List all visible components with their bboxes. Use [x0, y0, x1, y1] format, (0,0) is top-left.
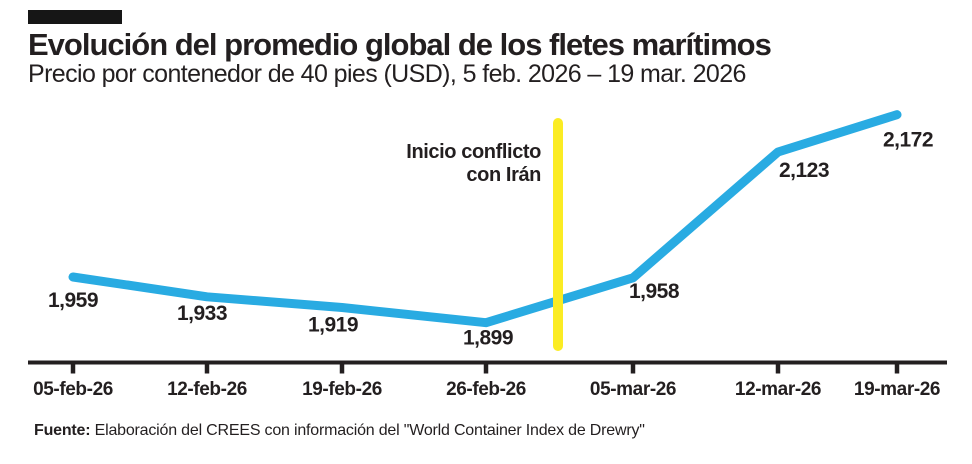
event-annotation-text: Inicio conflicto [406, 141, 541, 163]
data-point-label: 1,958 [629, 280, 680, 303]
data-point-label: 1,933 [177, 302, 227, 325]
x-axis-label: 19-feb-26 [302, 379, 382, 400]
kicker-bar [28, 10, 122, 24]
page-title: Evolución del promedio global de los fle… [28, 27, 772, 62]
x-axis-label: 12-mar-26 [735, 379, 821, 400]
source-line: Fuente: Elaboración del CREES con inform… [34, 422, 645, 440]
source-label: Fuente: [34, 422, 91, 439]
x-axis-label: 05-mar-26 [590, 379, 676, 400]
freight-price-line [68, 110, 902, 328]
page-subtitle: Precio por contenedor de 40 pies (USD), … [28, 60, 746, 88]
source-text: Elaboración del CREES con información de… [90, 422, 645, 439]
x-axis-label: 19-mar-26 [854, 379, 940, 400]
line-chart-canvas: 05-feb-26 12-feb-26 19-feb-26 26-feb-26 05-m… [28, 110, 947, 400]
data-point-label: 1,919 [308, 313, 358, 336]
data-point-label: 1,959 [48, 289, 98, 312]
x-axis-label: 12-feb-26 [167, 379, 247, 400]
data-point-label: 2,172 [883, 129, 933, 152]
data-point-label: 2,123 [779, 159, 829, 182]
x-axis-label: 05-feb-26 [33, 379, 113, 400]
data-point-label: 1,899 [463, 327, 513, 350]
x-axis-label: 26-feb-26 [446, 379, 526, 400]
event-annotation-text: con Irán [466, 164, 541, 186]
